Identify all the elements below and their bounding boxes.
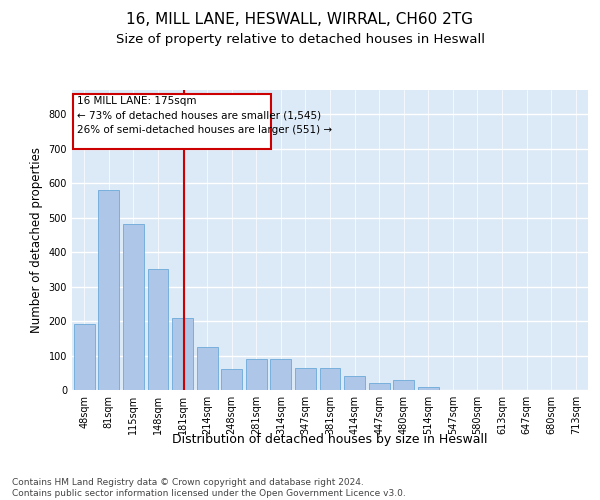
Bar [221, 370, 242, 390]
Bar [393, 380, 414, 390]
Bar [418, 386, 439, 390]
Bar [368, 383, 389, 390]
Text: Size of property relative to detached houses in Heswall: Size of property relative to detached ho… [115, 32, 485, 46]
FancyBboxPatch shape [73, 94, 271, 150]
Bar [197, 347, 218, 390]
Text: 16 MILL LANE: 175sqm
← 73% of detached houses are smaller (1,545)
26% of semi-de: 16 MILL LANE: 175sqm ← 73% of detached h… [77, 96, 332, 136]
Bar [344, 376, 365, 390]
Bar [74, 324, 95, 390]
Bar [98, 190, 119, 390]
Y-axis label: Number of detached properties: Number of detached properties [30, 147, 43, 333]
Text: Contains HM Land Registry data © Crown copyright and database right 2024.
Contai: Contains HM Land Registry data © Crown c… [12, 478, 406, 498]
Bar [148, 270, 169, 390]
Text: Distribution of detached houses by size in Heswall: Distribution of detached houses by size … [172, 432, 488, 446]
Bar [271, 359, 292, 390]
Bar [320, 368, 340, 390]
Bar [172, 318, 193, 390]
Bar [123, 224, 144, 390]
Bar [295, 368, 316, 390]
Text: 16, MILL LANE, HESWALL, WIRRAL, CH60 2TG: 16, MILL LANE, HESWALL, WIRRAL, CH60 2TG [127, 12, 473, 28]
Bar [246, 359, 267, 390]
